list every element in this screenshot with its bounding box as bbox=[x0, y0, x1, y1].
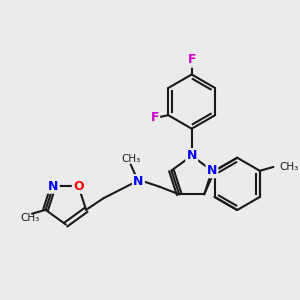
Text: CH₃: CH₃ bbox=[20, 213, 40, 223]
Text: N: N bbox=[187, 149, 197, 162]
Text: N: N bbox=[133, 176, 144, 188]
Text: CH₃: CH₃ bbox=[279, 162, 298, 172]
Text: F: F bbox=[188, 53, 196, 67]
Text: N: N bbox=[48, 179, 58, 193]
Text: N: N bbox=[207, 164, 217, 177]
Text: CH₃: CH₃ bbox=[121, 154, 140, 164]
Text: F: F bbox=[150, 111, 159, 124]
Text: O: O bbox=[73, 179, 84, 193]
